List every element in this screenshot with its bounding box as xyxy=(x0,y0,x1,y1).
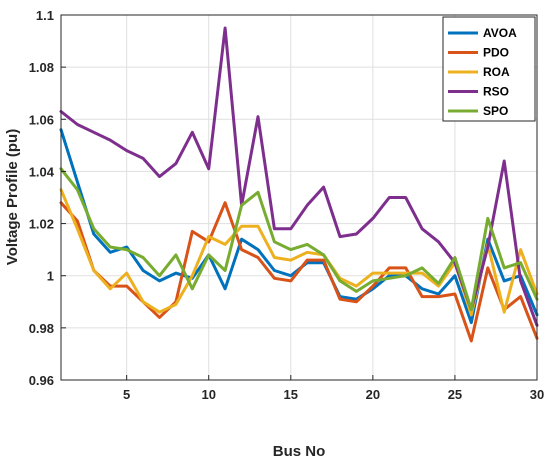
legend-label-pdo: PDO xyxy=(483,46,509,60)
x-tick-label: 10 xyxy=(201,387,215,402)
x-tick-label: 30 xyxy=(530,387,544,402)
x-tick-label: 5 xyxy=(123,387,130,402)
y-tick-label: 1.02 xyxy=(29,217,54,232)
legend-label-roa: ROA xyxy=(483,65,510,79)
x-axis-label: Bus No xyxy=(273,443,326,460)
y-axis-ticks: 0.96 0.98 1 1.02 1.04 1.06 1.08 1.1 xyxy=(29,8,66,388)
legend-label-avoa: AVOA xyxy=(483,26,517,40)
y-tick-label: 1.04 xyxy=(29,164,55,179)
y-axis-label: Voltage Profile (pu) xyxy=(4,129,21,265)
y-tick-label: 1.06 xyxy=(29,112,54,127)
y-tick-label: 1.08 xyxy=(29,60,54,75)
y-tick-label: 0.98 xyxy=(29,321,54,336)
x-tick-label: 20 xyxy=(366,387,380,402)
x-tick-label: 25 xyxy=(448,387,462,402)
series-group xyxy=(59,26,539,343)
x-axis-ticks: 5 10 15 20 25 30 xyxy=(123,375,544,402)
x-tick-label: 15 xyxy=(284,387,298,402)
y-tick-label: 0.96 xyxy=(29,373,54,388)
legend-label-spo: SPO xyxy=(483,104,508,118)
y-tick-label: 1.1 xyxy=(36,8,54,23)
legend-label-rso: RSO xyxy=(483,85,509,99)
y-tick-label: 1 xyxy=(47,269,54,284)
series-line-spo xyxy=(59,167,539,312)
plot-frame xyxy=(60,14,538,381)
legend: AVOA PDO ROA RSO SPO xyxy=(442,16,536,122)
